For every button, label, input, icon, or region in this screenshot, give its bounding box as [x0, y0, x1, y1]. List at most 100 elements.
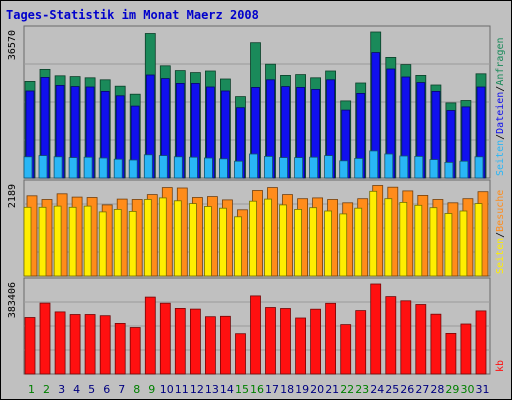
panel-visits: 2189 Seiten/Besuche	[7, 179, 506, 277]
bar-seiten-day-9	[143, 199, 152, 277]
bar-seiten-day-8	[128, 210, 137, 277]
bar-seiten-day-20	[309, 156, 319, 179]
bar-kb-day-8	[129, 327, 141, 375]
x-tick-label-day-24: 24	[370, 383, 384, 396]
legend-entry-kb: kb	[495, 360, 506, 372]
bar-seiten-day-15	[234, 160, 243, 179]
legend-requests: Seiten/Dateien/Anfragen	[495, 37, 506, 176]
bar-seiten-day-11	[173, 156, 183, 179]
bar-kb-day-11	[174, 307, 186, 375]
bar-kb-day-2	[39, 302, 51, 375]
bar-kb-day-3	[54, 311, 66, 375]
bar-seiten-day-25	[384, 198, 393, 277]
bar-seiten-day-1	[23, 156, 33, 179]
bar-seiten-day-22	[339, 160, 349, 179]
x-tick-label-day-1: 1	[28, 383, 35, 396]
legend-entry-seiten: Seiten	[495, 238, 506, 274]
bar-seiten-day-19	[294, 157, 304, 179]
bar-kb-day-13	[204, 316, 216, 375]
bar-kb-day-17	[265, 307, 276, 375]
series-dateien	[25, 52, 486, 179]
bar-seiten-day-14	[218, 158, 228, 179]
bar-seiten-day-3	[53, 205, 62, 277]
legend-visits: Seiten/Besuche	[495, 190, 506, 274]
bar-seiten-day-10	[158, 197, 167, 277]
bar-seiten-day-11	[173, 200, 182, 277]
bar-seiten-day-8	[128, 159, 138, 179]
legend-entry-besuche: Besuche	[495, 190, 506, 232]
legend-traffic: kb	[495, 360, 506, 372]
x-tick-label-day-15: 15	[235, 383, 249, 396]
bar-kb-day-21	[325, 302, 337, 375]
bar-seiten-day-31	[474, 203, 483, 277]
bar-kb-day-29	[445, 332, 457, 375]
x-tick-label-day-16: 16	[250, 383, 264, 396]
x-tick-label-day-20: 20	[310, 383, 324, 396]
bar-kb-day-20	[310, 308, 322, 375]
legend-separator: /	[495, 232, 506, 238]
bar-seiten-day-23	[354, 157, 364, 179]
bar-seiten-day-16	[249, 200, 257, 277]
x-tick-label-day-9: 9	[148, 383, 155, 396]
bar-seiten-day-25	[384, 153, 394, 179]
bar-seiten-day-19	[294, 208, 303, 277]
bar-seiten-day-29	[444, 213, 453, 277]
bar-kb-day-12	[189, 308, 201, 375]
y-axis-max-label: 2189	[7, 184, 18, 208]
bar-kb-day-23	[355, 310, 367, 375]
bar-seiten-day-30	[459, 160, 469, 179]
bar-kb-day-19	[295, 317, 307, 375]
x-tick-label-day-7: 7	[118, 383, 125, 396]
legend-entry-seiten: Seiten	[495, 140, 506, 176]
bar-kb-day-18	[280, 308, 291, 375]
x-tick-label-day-6: 6	[103, 383, 110, 396]
bar-seiten-day-5	[83, 156, 93, 179]
bar-seiten-day-4	[68, 206, 77, 277]
bar-seiten-day-16	[249, 153, 258, 179]
bar-kb-day-9	[144, 296, 156, 375]
x-tick-label-day-11: 11	[175, 383, 189, 396]
bar-kb-day-7	[114, 322, 126, 375]
x-tick-label-day-25: 25	[385, 383, 399, 396]
chart-panels: 36570Seiten/Dateien/Anfragen2189Seiten/B…	[7, 25, 506, 375]
legend-separator: /	[495, 134, 506, 140]
x-tick-label-day-26: 26	[400, 383, 414, 396]
bar-seiten-day-28	[429, 207, 438, 277]
bar-seiten-day-7	[113, 208, 122, 277]
bar-seiten-day-6	[98, 157, 108, 179]
legend-entry-anfragen: Anfragen	[495, 37, 506, 85]
bar-kb-day-24	[370, 283, 382, 375]
x-tick-label-day-4: 4	[73, 383, 80, 396]
bar-kb-day-6	[99, 315, 111, 375]
x-tick-label-day-29: 29	[445, 383, 459, 396]
bar-seiten-day-28	[429, 159, 439, 179]
bar-seiten-day-20	[309, 207, 318, 277]
bar-seiten-day-26	[399, 155, 409, 179]
bar-seiten-day-6	[98, 211, 107, 277]
x-axis-tick-labels: 1 2 3 4 5 6 7 8 9 10 11 12 13 14 15 16 17 18 19 20 21 22 23 24 2…	[28, 383, 490, 396]
chart-title: Tages-Statistik im Monat Maerz 2008	[6, 8, 259, 22]
bar-seiten-day-10	[158, 155, 168, 179]
bar-seiten-day-2	[38, 155, 48, 179]
bar-seiten-day-12	[188, 156, 198, 179]
x-tick-label-day-12: 12	[190, 383, 204, 396]
bar-seiten-day-18	[279, 157, 288, 179]
x-tick-label-day-2: 2	[43, 383, 50, 396]
bar-seiten-day-2	[38, 206, 47, 277]
bar-kb-day-26	[400, 300, 412, 375]
bar-seiten-day-17	[264, 198, 272, 277]
x-tick-label-day-3: 3	[58, 383, 65, 396]
series-seiten	[23, 150, 484, 179]
bar-seiten-day-15	[234, 216, 242, 277]
bar-kb-day-22	[340, 324, 352, 375]
bar-seiten-day-24	[369, 190, 378, 277]
series-kb	[24, 283, 487, 375]
bar-seiten-day-14	[218, 207, 227, 277]
bar-kb-day-16	[250, 295, 261, 375]
x-tick-label-day-5: 5	[88, 383, 95, 396]
x-tick-label-day-18: 18	[280, 383, 294, 396]
bar-seiten-day-7	[113, 158, 123, 179]
bar-kb-day-1	[24, 317, 36, 375]
